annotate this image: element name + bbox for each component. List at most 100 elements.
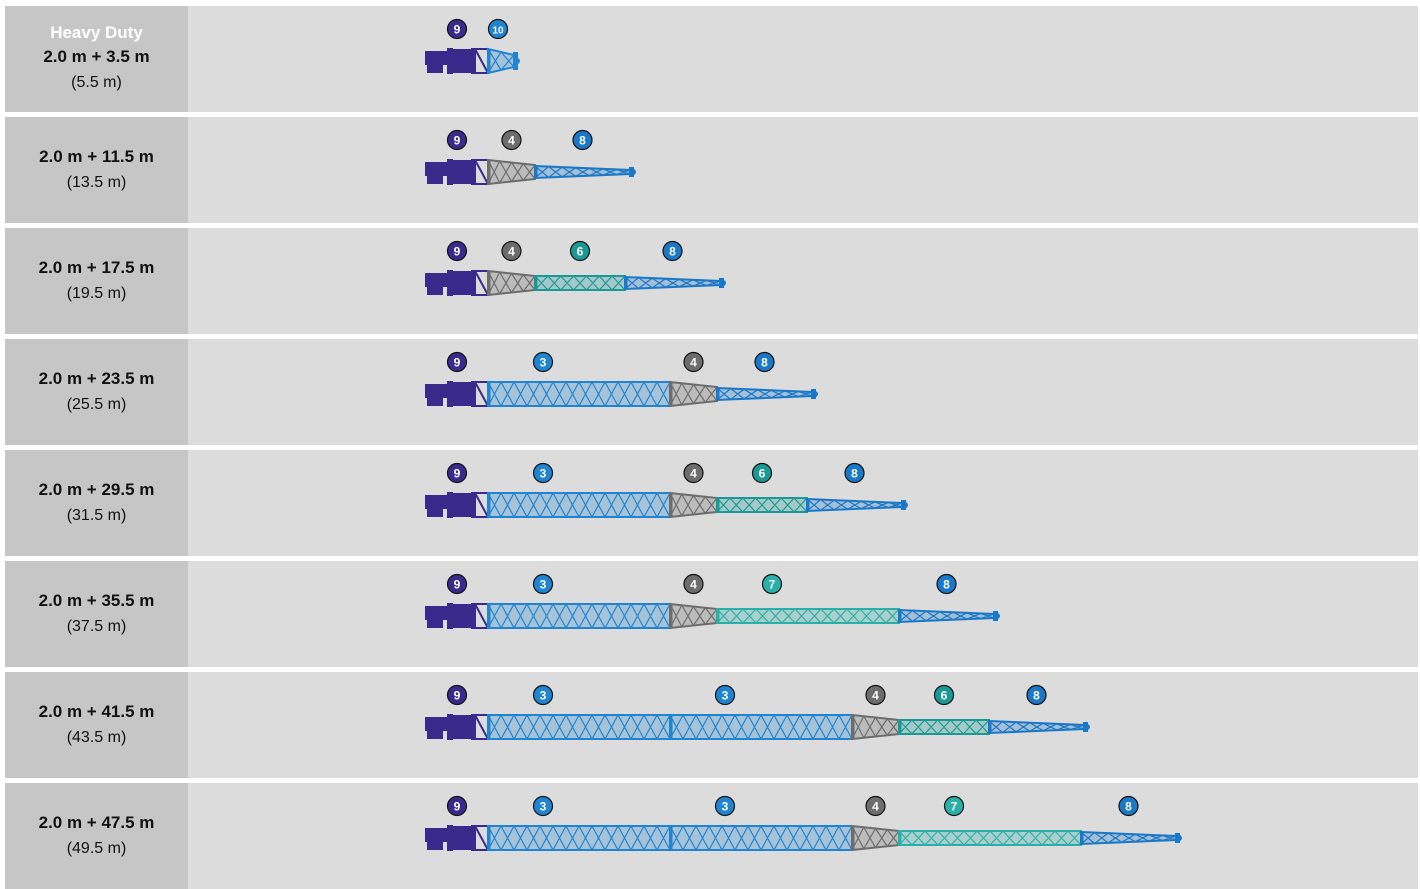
section-number-badge: 9 <box>446 240 468 262</box>
section-number-badge: 6 <box>751 462 773 484</box>
boom-section-4 <box>851 824 900 852</box>
svg-text:9: 9 <box>454 134 461 148</box>
section-number-badge: 4 <box>683 573 704 595</box>
svg-text:4: 4 <box>690 467 697 481</box>
svg-text:9: 9 <box>454 23 461 37</box>
config-label: 2.0 m + 11.5 m (13.5 m) <box>5 117 188 223</box>
section-number-badge: 8 <box>1118 795 1139 817</box>
config-row: 2.0 m + 41.5 m (43.5 m) 9 3 3 4 6 8 <box>5 672 1418 778</box>
config-total-length: (5.5 m) <box>71 74 122 91</box>
boom-base-section <box>425 159 489 185</box>
boom-base-section <box>425 48 489 74</box>
boom-section-3 <box>487 825 671 851</box>
svg-text:9: 9 <box>454 467 461 481</box>
section-number-badge: 4 <box>865 795 886 817</box>
boom-section-4 <box>487 158 536 186</box>
svg-text:7: 7 <box>769 578 776 592</box>
section-number-badge: 4 <box>501 129 522 151</box>
section-number-badge: 9 <box>446 573 468 595</box>
boom-base-section <box>425 270 489 296</box>
boom-section-3 <box>669 825 853 851</box>
boom-section-10 <box>487 47 520 75</box>
svg-text:4: 4 <box>508 245 515 259</box>
svg-text:10: 10 <box>492 26 504 37</box>
boom-section-8 <box>1080 830 1182 846</box>
config-length: 2.0 m + 29.5 m <box>38 480 155 499</box>
boom-section-4 <box>851 713 900 741</box>
section-number-badge: 9 <box>446 462 468 484</box>
svg-text:9: 9 <box>454 689 461 703</box>
config-total-length: (37.5 m) <box>66 618 127 635</box>
section-number-badge: 3 <box>532 462 554 484</box>
boom-section-3 <box>487 492 671 518</box>
svg-text:8: 8 <box>1033 689 1040 703</box>
boom-section-4 <box>669 491 718 519</box>
section-number-badge: 8 <box>754 351 775 373</box>
boom-diagram: 9 3 4 7 8 <box>425 573 1000 630</box>
config-length: 2.0 m + 35.5 m <box>38 591 155 610</box>
boom-section-8 <box>716 386 818 402</box>
config-row: 2.0 m + 29.5 m (31.5 m) 9 3 4 6 8 <box>5 450 1418 556</box>
config-length: 2.0 m + 23.5 m <box>38 369 155 388</box>
config-length: 2.0 m + 41.5 m <box>38 702 155 721</box>
config-label: 2.0 m + 41.5 m (43.5 m) <box>5 672 188 778</box>
section-number-badge: 9 <box>446 129 468 151</box>
boom-base-section <box>425 492 489 518</box>
boom-section-3 <box>487 603 671 629</box>
section-number-badge: 3 <box>714 684 736 706</box>
boom-section-4 <box>669 602 718 630</box>
section-number-badge: 9 <box>446 351 468 373</box>
boom-section-3 <box>487 714 671 740</box>
section-number-badge: 7 <box>761 573 783 595</box>
boom-section-4 <box>669 380 718 408</box>
section-number-badge: 4 <box>683 351 704 373</box>
svg-text:7: 7 <box>951 800 958 814</box>
boom-base-section <box>425 714 489 740</box>
section-number-badge: 4 <box>865 684 886 706</box>
boom-diagram: 9 3 4 8 <box>425 351 818 408</box>
section-number-badge: 9 <box>446 684 468 706</box>
boom-section-8 <box>624 275 726 291</box>
section-number-badge: 4 <box>501 240 522 262</box>
config-row: 2.0 m + 11.5 m (13.5 m) 9 4 8 <box>5 117 1418 223</box>
svg-text:4: 4 <box>508 134 515 148</box>
config-total-length: (31.5 m) <box>66 507 127 524</box>
config-total-length: (43.5 m) <box>66 729 127 746</box>
section-number-badge: 10 <box>487 18 509 40</box>
boom-section-3 <box>669 714 853 740</box>
boom-section-7 <box>898 830 1082 846</box>
boom-diagram: 9 4 8 <box>425 129 636 186</box>
config-row: 2.0 m + 17.5 m (19.5 m) 9 4 6 8 <box>5 228 1418 334</box>
section-number-badge: 3 <box>532 684 554 706</box>
boom-section-6 <box>898 719 990 735</box>
svg-text:9: 9 <box>454 578 461 592</box>
svg-text:3: 3 <box>722 689 729 703</box>
svg-text:8: 8 <box>579 134 586 148</box>
config-label: 2.0 m + 47.5 m (49.5 m) <box>5 783 188 889</box>
boom-diagram: 9 3 3 4 6 8 <box>425 684 1090 741</box>
boom-section-8 <box>534 164 636 180</box>
config-length: 2.0 m + 47.5 m <box>38 813 155 832</box>
svg-text:4: 4 <box>872 689 879 703</box>
svg-text:3: 3 <box>540 578 547 592</box>
config-row: 2.0 m + 47.5 m (49.5 m) 9 3 3 4 7 8 <box>5 783 1418 889</box>
svg-text:6: 6 <box>759 467 766 481</box>
config-row: Heavy Duty 2.0 m + 3.5 m (5.5 m) 9 10 <box>5 6 1418 112</box>
boom-section-7 <box>716 608 900 624</box>
boom-section-8 <box>898 608 1000 624</box>
config-row: 2.0 m + 35.5 m (37.5 m) 9 3 4 7 8 <box>5 561 1418 667</box>
boom-base-section <box>425 603 489 629</box>
section-number-badge: 8 <box>1026 684 1047 706</box>
config-length: 2.0 m + 17.5 m <box>38 258 155 277</box>
section-number-badge: 6 <box>569 240 591 262</box>
table-title: Heavy Duty <box>50 23 143 42</box>
boom-section-8 <box>806 497 908 513</box>
section-number-badge: 8 <box>572 129 593 151</box>
svg-text:3: 3 <box>540 356 547 370</box>
boom-diagram: 9 4 6 8 <box>425 240 726 297</box>
svg-text:9: 9 <box>454 356 461 370</box>
config-length: 2.0 m + 11.5 m <box>39 147 154 166</box>
section-number-badge: 8 <box>662 240 683 262</box>
svg-text:8: 8 <box>943 578 950 592</box>
